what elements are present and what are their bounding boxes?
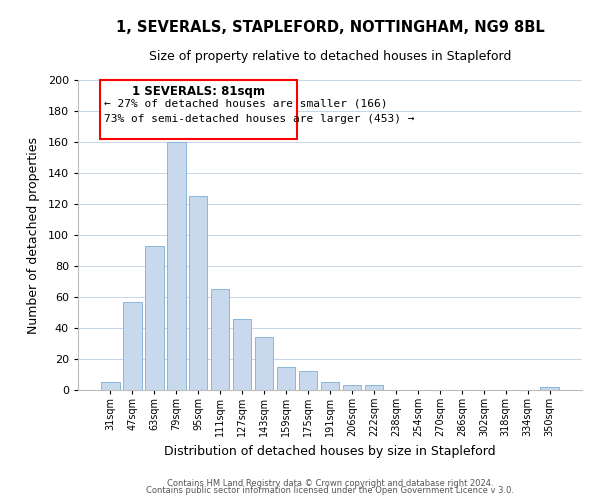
Bar (541, 387, 559, 390)
Bar (123, 302, 142, 390)
Bar (189, 196, 208, 390)
Bar (233, 318, 251, 390)
Text: 73% of semi-detached houses are larger (453) →: 73% of semi-detached houses are larger (… (104, 114, 415, 124)
Bar (343, 386, 361, 390)
Text: Contains public sector information licensed under the Open Government Licence v : Contains public sector information licen… (146, 486, 514, 495)
Bar (299, 372, 317, 390)
Y-axis label: Number of detached properties: Number of detached properties (26, 136, 40, 334)
Text: ← 27% of detached houses are smaller (166): ← 27% of detached houses are smaller (16… (104, 98, 388, 108)
Text: Contains HM Land Registry data © Crown copyright and database right 2024.: Contains HM Land Registry data © Crown c… (167, 478, 493, 488)
Bar (365, 386, 383, 390)
Bar (211, 289, 229, 390)
Text: 1 SEVERALS: 81sqm: 1 SEVERALS: 81sqm (131, 84, 265, 98)
Bar (101, 382, 119, 390)
Text: Size of property relative to detached houses in Stapleford: Size of property relative to detached ho… (149, 50, 511, 63)
Bar (167, 142, 185, 390)
FancyBboxPatch shape (100, 80, 296, 139)
Bar (320, 382, 340, 390)
Bar (277, 367, 295, 390)
Bar (255, 338, 274, 390)
X-axis label: Distribution of detached houses by size in Stapleford: Distribution of detached houses by size … (164, 445, 496, 458)
Bar (145, 246, 164, 390)
Text: 1, SEVERALS, STAPLEFORD, NOTTINGHAM, NG9 8BL: 1, SEVERALS, STAPLEFORD, NOTTINGHAM, NG9… (116, 20, 544, 35)
